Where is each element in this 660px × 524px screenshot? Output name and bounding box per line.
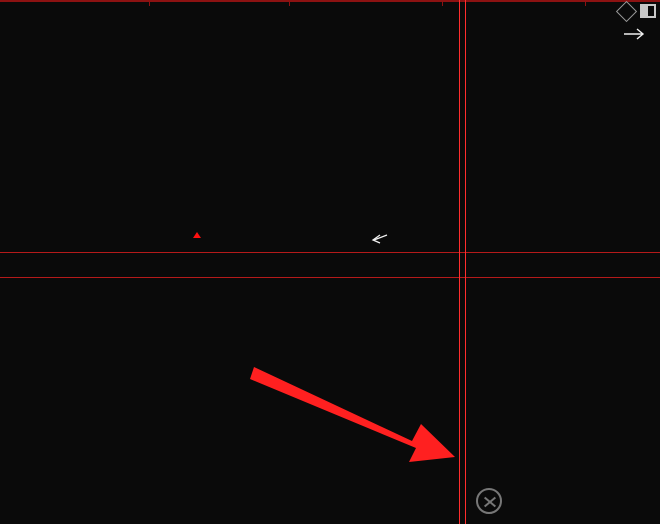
window-restore-icon[interactable] — [640, 4, 656, 18]
panel-top-border — [0, 0, 660, 2]
indicator-readout — [0, 254, 660, 276]
axis-tick — [442, 0, 443, 6]
axis-tick — [289, 0, 290, 6]
price-panel[interactable] — [0, 0, 660, 252]
readout-top-separator — [0, 252, 660, 253]
sell-signal-arrow-icon — [193, 232, 201, 238]
readout-bottom-separator — [0, 277, 660, 278]
xueqiu-logo-icon — [476, 488, 502, 514]
change-arrow-icon — [371, 234, 388, 244]
last-price-arrow-icon — [624, 28, 645, 40]
axis-tick — [585, 0, 586, 6]
crosshair-vertical-line[interactable] — [459, 0, 466, 524]
indicator-panel[interactable] — [0, 278, 660, 524]
axis-tick — [149, 0, 150, 6]
watermark — [476, 488, 508, 514]
